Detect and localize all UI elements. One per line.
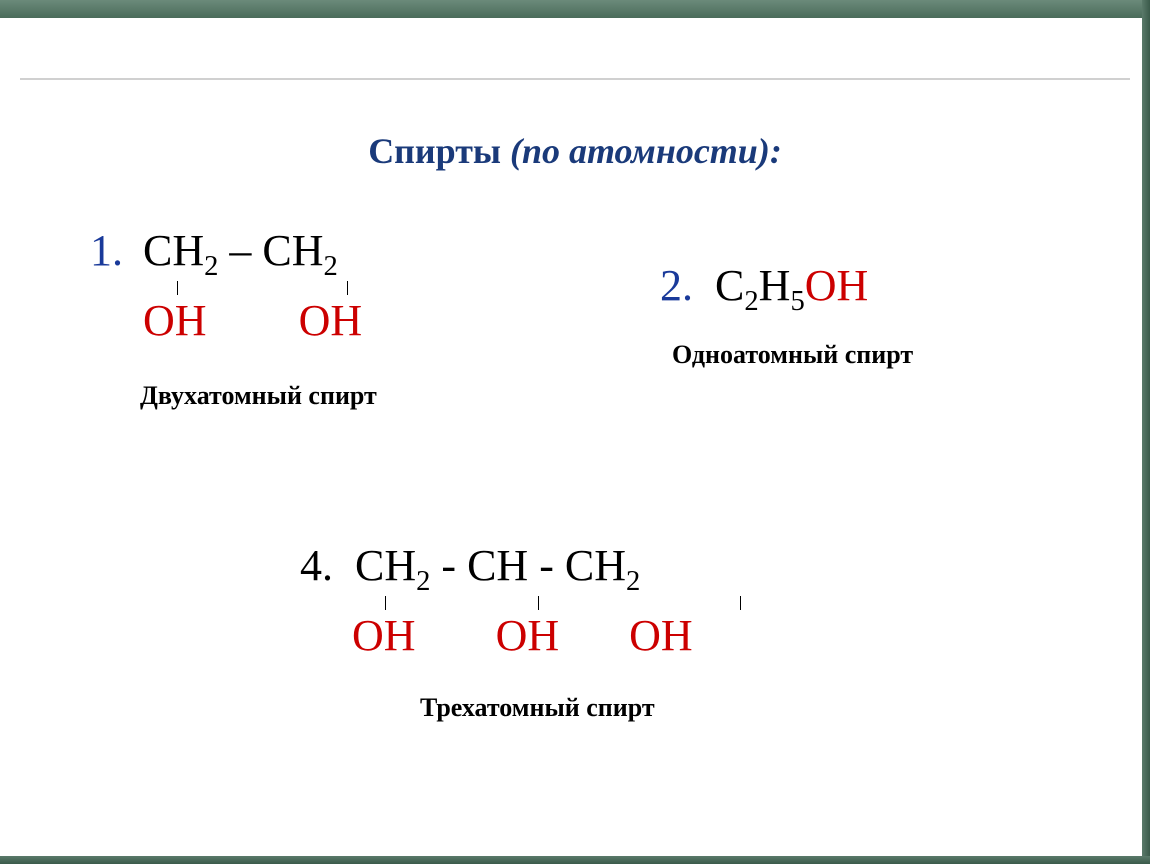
item1-oh-2: OH	[299, 295, 363, 346]
bottom-border	[0, 856, 1150, 864]
item2-row1: 2. C2H5OH	[660, 260, 913, 318]
item2-number: 2.	[660, 260, 693, 311]
item2-oh: OH	[805, 261, 869, 310]
item4-sub-a: 2	[416, 566, 430, 597]
alcohol-item-2: 2. C2H5OH Одноатомный спирт	[660, 260, 913, 370]
item2-h: H	[759, 261, 791, 310]
item4-bond-3	[740, 596, 741, 610]
item4-dash2: -	[528, 541, 565, 590]
item1-dash: –	[218, 226, 262, 275]
item1-row1: 1. CH2 – CH2	[95, 225, 377, 283]
item2-sub-h: 5	[790, 286, 804, 317]
item4-chb: CH	[467, 541, 528, 590]
item1-number: 1.	[90, 225, 123, 276]
item1-sub-a: 2	[204, 251, 218, 282]
item4-number: 4.	[300, 540, 333, 591]
top-divider	[20, 78, 1130, 80]
item1-oh-1: OH	[143, 295, 207, 346]
item4-ch2a: CH	[355, 541, 416, 590]
item4-bond-2	[538, 596, 539, 610]
item4-oh-row: OH OH OH	[352, 610, 693, 661]
item4-dash1: -	[430, 541, 467, 590]
item1-ch2b: CH	[262, 226, 323, 275]
item2-sub-c: 2	[744, 286, 758, 317]
item4-row1: 4. CH2 - CH - CH2	[300, 540, 693, 598]
item2-c: C	[715, 261, 744, 310]
item1-formula: CH2 – CH2	[143, 225, 338, 283]
title-plain: Спирты	[368, 131, 510, 171]
item1-caption: Двухатомный спирт	[140, 381, 377, 411]
item4-oh-3: OH	[629, 610, 693, 661]
item2-formula: C2H5OH	[715, 260, 868, 318]
item1-bond-1	[177, 281, 178, 295]
top-gradient-bar	[0, 0, 1150, 18]
item1-ch2a: CH	[143, 226, 204, 275]
alcohol-item-4: 4. CH2 - CH - CH2 OH OH OH Трехатомный с…	[300, 540, 693, 723]
title-italic: (по атомности):	[510, 131, 782, 171]
slide-title: Спирты (по атомности):	[0, 130, 1150, 172]
item4-formula: CH2 - CH - CH2	[355, 540, 640, 598]
item1-bond-2	[347, 281, 348, 295]
item4-oh-2: OH	[496, 610, 560, 661]
item4-oh-1: OH	[352, 610, 416, 661]
item4-caption: Трехатомный спирт	[420, 693, 693, 723]
item2-caption: Одноатомный спирт	[672, 340, 913, 370]
item1-oh-row: OH OH	[143, 295, 377, 346]
slide-frame: Спирты (по атомности): 1. CH2 – CH2 OH O…	[0, 0, 1150, 864]
item4-bond-1	[385, 596, 386, 610]
item1-sub-b: 2	[324, 251, 338, 282]
item4-ch2c: CH	[565, 541, 626, 590]
alcohol-item-1: 1. CH2 – CH2 OH OH Двухатомный спирт	[95, 225, 377, 411]
item4-sub-c: 2	[626, 566, 640, 597]
